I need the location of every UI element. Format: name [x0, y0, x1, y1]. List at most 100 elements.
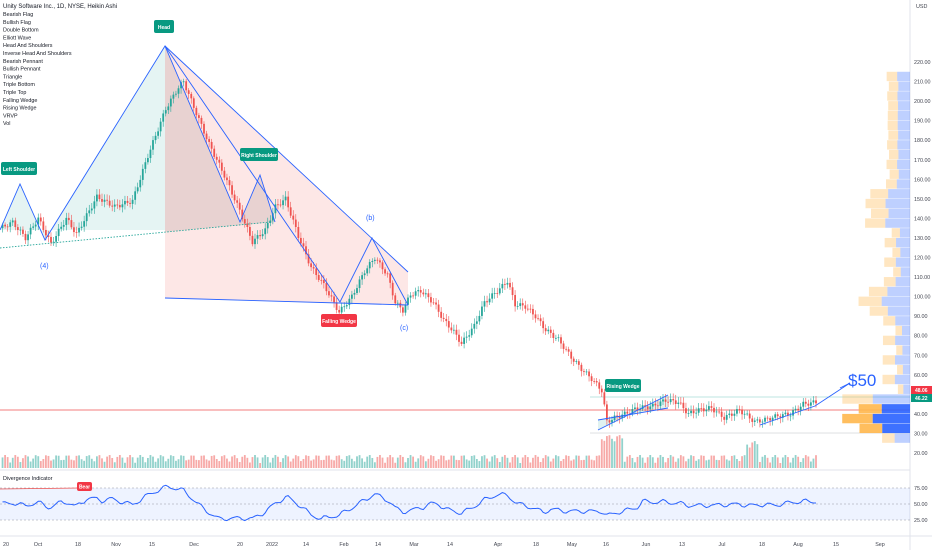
volume-bar	[282, 458, 284, 468]
candle-body	[415, 291, 417, 295]
osc-tick-75: 75.00	[914, 486, 928, 492]
volume-bar	[420, 455, 422, 468]
volume-profile-bar	[866, 199, 886, 208]
volume-bar	[25, 455, 27, 468]
indicator-item[interactable]: Bullish Flag	[3, 20, 31, 26]
volume-bar	[461, 456, 463, 468]
candle-body	[323, 280, 325, 283]
candle-body	[667, 402, 669, 403]
volume-bar	[642, 458, 644, 468]
volume-bar	[542, 458, 544, 468]
candle-body	[438, 305, 440, 312]
candle-body	[723, 417, 725, 420]
time-tick: Jun	[642, 542, 651, 548]
volume-profile-bar	[898, 121, 910, 130]
volume-bar	[481, 456, 483, 468]
candle-body	[216, 157, 218, 160]
volume-bar	[106, 457, 108, 468]
candle-body	[412, 296, 414, 297]
indicator-item[interactable]: Triple Top	[3, 90, 26, 96]
candle-body	[563, 343, 565, 348]
indicator-item[interactable]: VRVP	[3, 113, 18, 119]
indicator-item[interactable]: Bearish Flag	[3, 12, 33, 18]
indicator-item[interactable]: Bearish Pennant	[3, 59, 43, 65]
volume-bar	[603, 441, 605, 468]
volume-bar	[769, 463, 771, 468]
volume-profile-bar	[842, 414, 873, 423]
candle-body	[558, 337, 560, 338]
volume-bar	[514, 455, 516, 468]
volume-bar	[716, 460, 718, 468]
volume-bar	[160, 455, 162, 468]
candle-body	[331, 295, 333, 296]
candle-body	[124, 201, 126, 204]
indicator-item[interactable]: Vol	[3, 121, 11, 127]
indicator-item[interactable]: Falling Wedge	[3, 98, 37, 104]
volume-profile-bar	[860, 424, 883, 433]
volume-bar	[111, 458, 113, 468]
time-axis[interactable]: 20Oct18Nov15Dec20202214Feb14Mar14Apr18Ma…	[3, 542, 885, 548]
indicator-item[interactable]: Triangle	[3, 74, 22, 80]
candle-body	[450, 328, 452, 331]
time-tick: 18	[75, 542, 81, 548]
candle-body	[116, 205, 118, 206]
candle-body	[573, 359, 575, 362]
candle-body	[185, 81, 187, 90]
candle-body	[792, 410, 794, 415]
indicator-item[interactable]: Rising Wedge	[3, 106, 36, 112]
volume-bar	[586, 456, 588, 468]
volume-bar	[800, 462, 802, 468]
candle-body	[96, 195, 98, 202]
indicator-item[interactable]: Elliott Wave	[3, 35, 31, 41]
volume-bar	[639, 455, 641, 468]
candle-body	[88, 210, 90, 213]
indicator-item[interactable]: Triple Bottom	[3, 82, 35, 88]
volume-bar	[356, 456, 358, 468]
candle-body	[165, 110, 167, 113]
candle-body	[50, 237, 52, 243]
candle-body	[550, 330, 552, 333]
volume-bar	[249, 463, 251, 468]
chart-title: Unity Software Inc., 1D, NYSE, Heikin As…	[3, 4, 117, 10]
time-tick: Apr	[494, 542, 503, 548]
candle-body	[55, 236, 57, 242]
volume-bar	[162, 456, 164, 468]
candle-body	[377, 260, 379, 261]
candle-body	[320, 280, 322, 281]
indicator-item[interactable]: Head And Shoulders	[3, 43, 53, 49]
candle-body	[318, 275, 320, 280]
candle-body	[292, 216, 294, 220]
volume-bar	[450, 456, 452, 468]
volume-bar	[35, 455, 37, 468]
indicator-item[interactable]: Double Bottom	[3, 28, 39, 34]
volume-bar	[4, 455, 6, 468]
candle-body	[394, 295, 396, 303]
volume-bar	[657, 458, 659, 468]
volume-profile-bar	[889, 209, 910, 218]
svg-text:Head: Head	[158, 25, 170, 31]
volume-profile-bar	[842, 394, 872, 403]
indicator-item[interactable]: Bullish Pennant	[3, 67, 41, 73]
volume-bar	[218, 461, 220, 468]
candle-body	[578, 361, 580, 365]
candle-body	[802, 402, 804, 407]
volume-bar	[711, 456, 713, 468]
candle-body	[695, 413, 697, 414]
indicator-item[interactable]: Inverse Head And Shoulders	[3, 51, 72, 57]
candle-body	[785, 413, 787, 415]
candle-body	[575, 361, 577, 362]
candle-body	[139, 180, 141, 187]
candle-body	[7, 226, 9, 227]
volume-bar	[708, 460, 710, 468]
indicator-list[interactable]: Bearish Flag Bullish Flag Double BottomEll…	[3, 12, 72, 127]
volume-bar	[726, 459, 728, 468]
volume-bar	[267, 457, 269, 468]
volume-bar	[318, 456, 320, 468]
volume-profile-bar	[884, 277, 896, 286]
candle-body	[346, 305, 348, 306]
volume-bar	[132, 457, 134, 468]
volume-bar	[672, 457, 674, 468]
candle-body	[433, 302, 435, 303]
head-shoulders-fill-left	[0, 46, 165, 240]
